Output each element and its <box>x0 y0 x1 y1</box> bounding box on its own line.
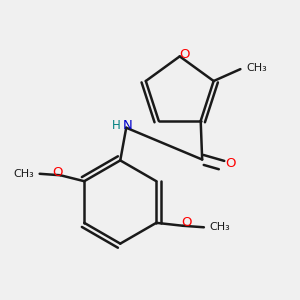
Text: CH₃: CH₃ <box>246 63 267 73</box>
Text: N: N <box>123 119 133 132</box>
Text: O: O <box>181 216 191 229</box>
Text: CH₃: CH₃ <box>210 222 231 232</box>
Text: H: H <box>111 119 120 132</box>
Text: O: O <box>52 166 63 179</box>
Text: O: O <box>179 48 189 62</box>
Text: CH₃: CH₃ <box>13 169 34 179</box>
Text: O: O <box>225 157 236 169</box>
